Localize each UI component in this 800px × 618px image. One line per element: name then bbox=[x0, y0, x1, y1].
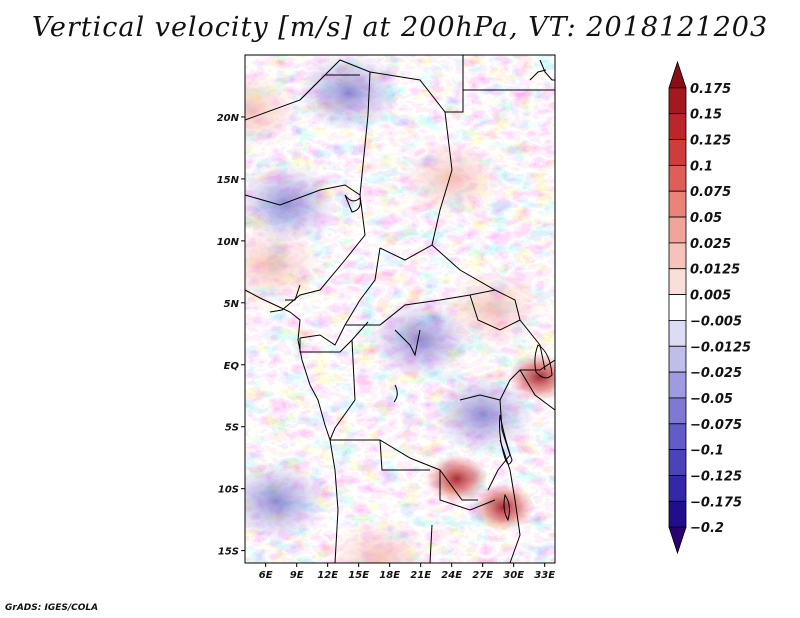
x-tick-label: 21E bbox=[410, 570, 431, 581]
y-tick-label: 20N bbox=[217, 113, 240, 124]
colorbar-label: −0.0125 bbox=[690, 340, 751, 355]
colorbar-swatch bbox=[668, 475, 687, 502]
colorbar-label: 0.1 bbox=[690, 159, 713, 174]
colorbar-swatch bbox=[668, 216, 687, 244]
colorbar-label: −0.125 bbox=[690, 469, 742, 484]
colorbar-swatch bbox=[668, 371, 687, 399]
colorbar-label: −0.1 bbox=[690, 444, 724, 459]
colorbar-label: −0.05 bbox=[690, 392, 733, 407]
y-tick-label: 5N bbox=[224, 299, 240, 310]
field-feature-3 bbox=[327, 516, 432, 563]
y-axis: 20N 15N 10N 5N EQ 5S 10S 15S bbox=[217, 113, 245, 558]
x-tick-label: 12E bbox=[317, 570, 338, 581]
field-features bbox=[245, 55, 555, 563]
field-feature-9 bbox=[368, 299, 473, 380]
colorbar-label: −0.025 bbox=[690, 366, 742, 381]
x-tick-label: 18E bbox=[379, 570, 400, 581]
colorbar-swatch bbox=[668, 397, 687, 425]
field-feature-7 bbox=[399, 138, 504, 219]
field-feature-6 bbox=[245, 225, 323, 306]
field-feature-8 bbox=[245, 163, 339, 244]
field-feature-12 bbox=[245, 461, 328, 542]
credit-text: GrADS: IGES/COLA bbox=[5, 603, 99, 613]
x-tick-label: 15E bbox=[348, 570, 369, 581]
colorbar-label: −0.005 bbox=[690, 314, 742, 329]
field-feature-5 bbox=[245, 70, 303, 151]
chart-title: Vertical velocity [m/s] at 200hPa, VT: 2… bbox=[31, 12, 769, 43]
colorbar-label: 0.125 bbox=[690, 134, 731, 149]
lakes bbox=[344, 69, 553, 522]
colorbar-swatch bbox=[668, 87, 687, 115]
y-tick-label: 10N bbox=[217, 237, 240, 248]
colorbar-bottom-arrow bbox=[668, 526, 687, 555]
colorbar-swatch bbox=[668, 449, 687, 476]
colorbar-swatch bbox=[668, 113, 687, 140]
colorbar-top-arrow bbox=[668, 60, 687, 89]
colorbar-swatch bbox=[668, 294, 687, 321]
x-tick-label: 9E bbox=[290, 570, 304, 581]
colorbar: 0.175 0.15 0.125 0.1 0.075 0.05 0.025 0.0125 0.0… bbox=[668, 60, 751, 555]
y-tick-label: 5S bbox=[225, 423, 239, 434]
colorbar-swatch bbox=[668, 190, 687, 218]
x-tick-label: 6E bbox=[259, 570, 273, 581]
colorbar-label: −0.2 bbox=[690, 521, 724, 536]
colorbar-label: 0.025 bbox=[690, 237, 731, 252]
field-feature-0 bbox=[425, 454, 489, 503]
colorbar-swatch bbox=[668, 139, 687, 166]
colorbar-label: 0.15 bbox=[690, 108, 722, 123]
colorbar-label: 0.075 bbox=[690, 185, 731, 200]
x-tick-label: 24E bbox=[441, 570, 462, 581]
y-tick-label: 15N bbox=[217, 175, 240, 186]
colorbar-swatch bbox=[668, 345, 687, 373]
colorbar-swatch bbox=[668, 242, 687, 270]
field-feature-1 bbox=[472, 483, 535, 532]
colorbar-label: 0.005 bbox=[690, 289, 731, 304]
x-axis: 6E 9E 12E 15E 18E 21E 24E 27E 30E 33E bbox=[259, 563, 555, 581]
colorbar-label: 0.0125 bbox=[690, 263, 740, 278]
coastline bbox=[245, 59, 555, 563]
x-tick-label: 27E bbox=[472, 570, 493, 581]
y-tick-label: 15S bbox=[218, 547, 239, 558]
colorbar-label: 0.175 bbox=[690, 82, 731, 97]
country-borders bbox=[245, 55, 555, 563]
colorbar-swatch bbox=[668, 320, 687, 347]
colorbar-label: −0.075 bbox=[690, 418, 742, 433]
colorbar-swatch bbox=[668, 268, 687, 295]
x-tick-label: 33E bbox=[534, 570, 555, 581]
map-frame bbox=[244, 54, 556, 564]
colorbar-swatch bbox=[668, 164, 687, 192]
colorbar-label: −0.175 bbox=[690, 495, 742, 510]
y-tick-label: EQ bbox=[224, 361, 240, 372]
colorbar-swatch bbox=[668, 500, 687, 528]
field-feature-11 bbox=[430, 374, 535, 455]
map-panel bbox=[244, 54, 556, 564]
x-tick-label: 30E bbox=[503, 570, 524, 581]
y-tick-label: 10S bbox=[218, 485, 239, 496]
colorbar-label: 0.05 bbox=[690, 211, 722, 226]
colorbar-swatch bbox=[668, 423, 687, 451]
field-feature-10 bbox=[296, 55, 401, 133]
